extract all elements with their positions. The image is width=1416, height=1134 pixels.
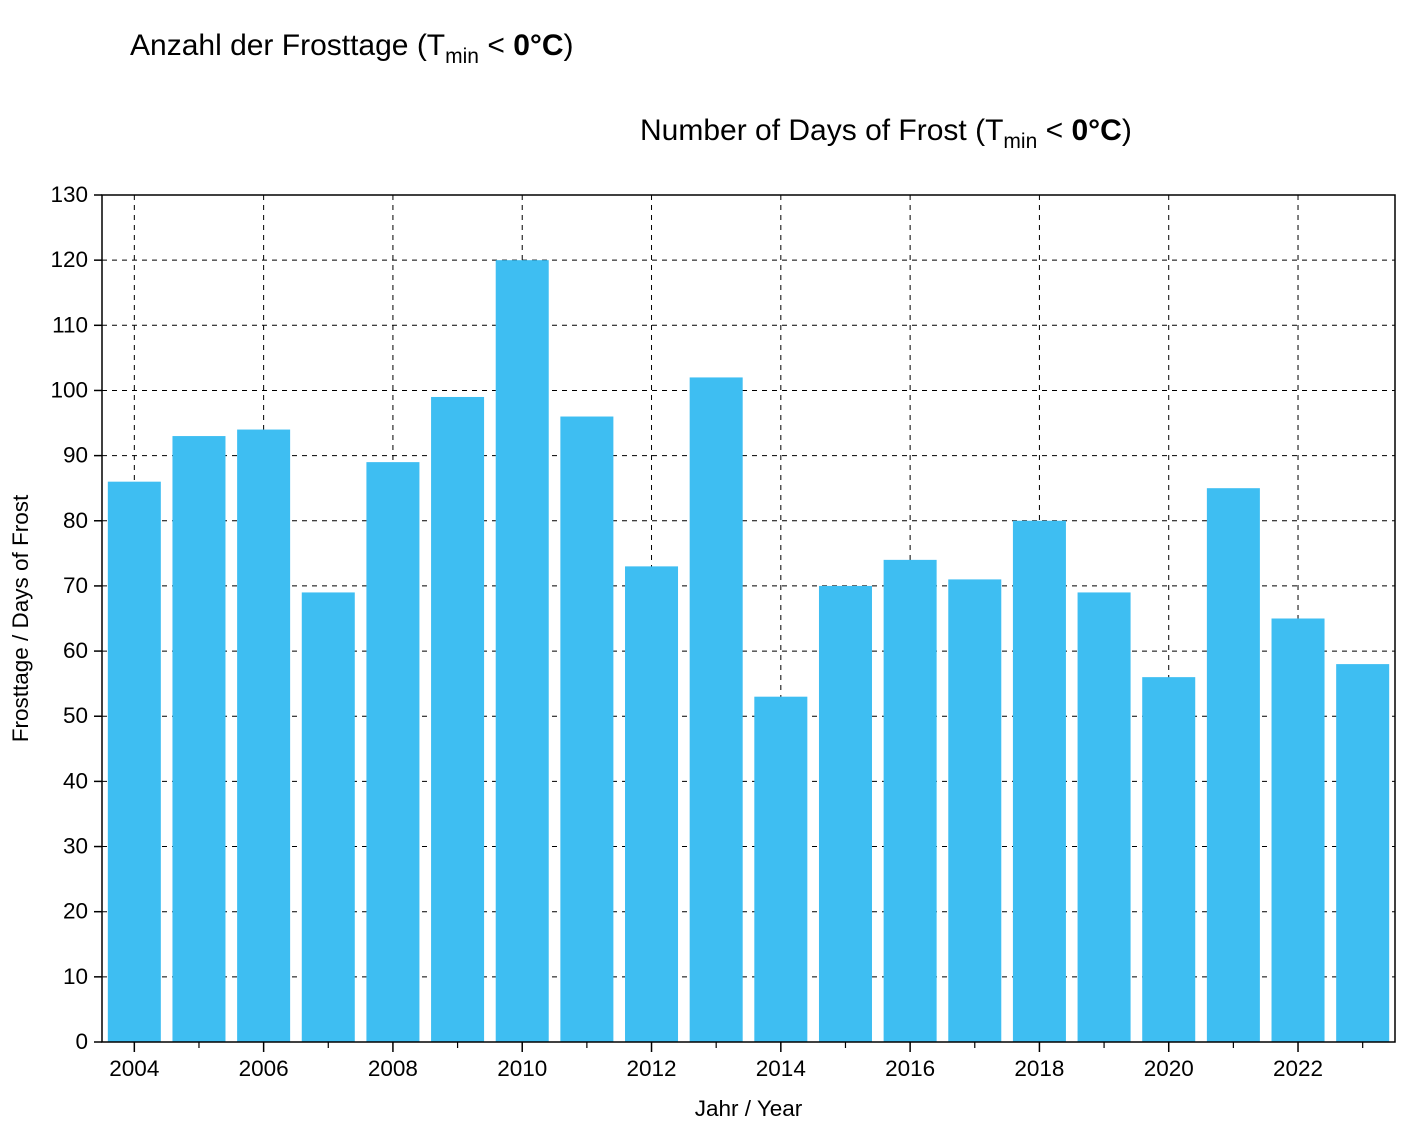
chart-svg: Anzahl der Frosttage (Tmin < 0°C)Number … — [0, 0, 1416, 1134]
bar-2018 — [1013, 521, 1066, 1042]
y-axis-label: Frosttage / Days of Frost — [8, 494, 33, 742]
xtick-label: 2006 — [239, 1056, 289, 1081]
xtick-label: 2022 — [1273, 1056, 1323, 1081]
ytick-label: 130 — [50, 182, 88, 207]
bar-2013 — [690, 377, 743, 1042]
bar-2015 — [819, 586, 872, 1042]
bar-2011 — [560, 417, 613, 1042]
ytick-label: 40 — [63, 768, 88, 793]
ytick-label: 70 — [63, 573, 88, 598]
xtick-label: 2004 — [109, 1056, 159, 1081]
xtick-label: 2010 — [497, 1056, 547, 1081]
bar-2010 — [496, 260, 549, 1042]
xtick-label: 2014 — [756, 1056, 806, 1081]
frost-days-chart: Anzahl der Frosttage (Tmin < 0°C)Number … — [0, 0, 1416, 1134]
bar-2017 — [948, 579, 1001, 1042]
bar-2014 — [754, 697, 807, 1042]
bar-2007 — [302, 592, 355, 1042]
xtick-label: 2018 — [1014, 1056, 1064, 1081]
xtick-label: 2008 — [368, 1056, 418, 1081]
bar-2016 — [884, 560, 937, 1042]
ytick-label: 120 — [50, 247, 88, 272]
bar-2019 — [1078, 592, 1131, 1042]
bar-2020 — [1142, 677, 1195, 1042]
ytick-label: 100 — [50, 377, 88, 402]
ytick-label: 60 — [63, 638, 88, 663]
xtick-label: 2020 — [1144, 1056, 1194, 1081]
ytick-label: 20 — [63, 899, 88, 924]
ytick-label: 30 — [63, 834, 88, 859]
ytick-label: 10 — [63, 964, 88, 989]
bar-2005 — [172, 436, 225, 1042]
x-axis-label: Jahr / Year — [695, 1096, 803, 1121]
ytick-label: 80 — [63, 508, 88, 533]
bar-2012 — [625, 566, 678, 1042]
bar-2006 — [237, 430, 290, 1042]
bar-2021 — [1207, 488, 1260, 1042]
bar-2009 — [431, 397, 484, 1042]
bar-2022 — [1272, 619, 1325, 1043]
bar-2023 — [1336, 664, 1389, 1042]
xtick-label: 2012 — [626, 1056, 676, 1081]
ytick-label: 50 — [63, 703, 88, 728]
ytick-label: 0 — [75, 1029, 88, 1054]
ytick-label: 110 — [52, 312, 88, 337]
bar-2008 — [366, 462, 419, 1042]
bar-2004 — [108, 482, 161, 1042]
ytick-label: 90 — [63, 443, 88, 468]
xtick-label: 2016 — [885, 1056, 935, 1081]
